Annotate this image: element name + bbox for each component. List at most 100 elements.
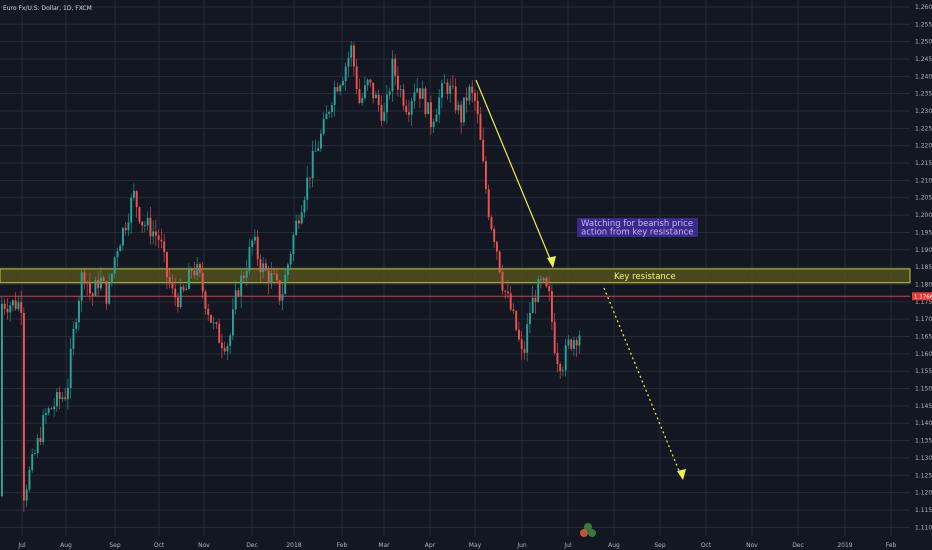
candle	[413, 83, 416, 109]
candle	[276, 269, 278, 284]
candle	[201, 261, 204, 299]
projection-arrow	[603, 287, 686, 480]
candle	[256, 229, 259, 267]
y-tick-label: 1.19000	[915, 247, 932, 254]
y-tick-label: 1.25000	[915, 39, 932, 46]
candle	[317, 140, 320, 152]
candle	[372, 82, 375, 104]
x-tick-label: Aug	[608, 542, 620, 549]
candle	[545, 276, 548, 288]
y-tick-label: 1.20500	[915, 195, 932, 202]
candle	[215, 321, 218, 329]
candle	[562, 366, 564, 377]
y-tick-label: 1.23000	[915, 108, 932, 115]
candle	[320, 129, 322, 152]
candle	[575, 337, 578, 358]
candle	[471, 79, 474, 103]
candle	[284, 268, 287, 295]
y-tick-label: 1.25500	[915, 21, 932, 28]
x-tick-label: Aug	[60, 542, 72, 549]
candle	[149, 206, 152, 245]
candle	[347, 51, 350, 78]
candle	[487, 184, 490, 221]
y-tick-label: 1.22000	[915, 143, 932, 150]
candle	[405, 99, 408, 116]
candle	[204, 289, 207, 315]
candle	[325, 105, 328, 120]
candle	[210, 314, 212, 324]
candle	[265, 258, 267, 272]
candle	[485, 155, 487, 194]
candle	[14, 292, 17, 311]
candle	[20, 290, 23, 325]
annotation-background	[577, 218, 698, 237]
candle	[493, 225, 496, 248]
resistance-zone-label: Key resistance	[614, 272, 676, 282]
candle	[177, 292, 179, 313]
candle	[259, 254, 262, 283]
candle	[45, 408, 47, 425]
candle	[185, 284, 188, 291]
candle	[375, 90, 377, 99]
y-tick-label: 1.13000	[915, 455, 932, 462]
candle	[157, 229, 160, 249]
candle	[240, 268, 243, 308]
candle	[386, 84, 388, 124]
current-price-label: 1.17660	[914, 294, 932, 300]
candle	[410, 97, 413, 127]
candle	[138, 206, 141, 224]
candle	[402, 83, 405, 111]
candle	[75, 318, 78, 334]
candle	[254, 229, 256, 245]
candle	[438, 88, 441, 124]
candle	[53, 398, 56, 417]
candle	[199, 261, 201, 277]
candle	[1, 296, 3, 498]
candle	[298, 214, 300, 230]
candle	[388, 87, 391, 100]
candle	[432, 118, 435, 133]
candle	[119, 243, 122, 252]
candle	[262, 257, 265, 279]
candle	[399, 85, 402, 98]
y-tick-label: 1.18000	[915, 281, 932, 288]
candle	[556, 343, 559, 373]
candle	[551, 284, 553, 331]
candle	[91, 292, 94, 306]
candle	[526, 313, 529, 362]
candle	[111, 273, 113, 287]
x-tick-label: Apr	[425, 542, 436, 549]
x-axis: Jul Aug Sep Oct Nov Dec 2018 Feb Mar Apr May Jun Jul…	[17, 542, 896, 549]
candle	[564, 338, 567, 377]
candle	[333, 80, 336, 117]
candle	[454, 78, 457, 114]
candle	[17, 296, 20, 312]
candle	[507, 280, 509, 299]
candle	[229, 332, 232, 354]
candle	[50, 407, 53, 410]
y-tick-label: 1.26000	[915, 4, 932, 11]
chart-title: Euro Fx/U.S. Dollar, 1D, FXCM	[3, 5, 92, 12]
candle	[226, 343, 229, 361]
candle	[553, 312, 556, 355]
candle	[155, 219, 157, 247]
y-tick-label: 1.14500	[915, 403, 932, 410]
candle	[449, 78, 452, 104]
candle	[380, 95, 383, 126]
x-tick-label: Feb	[886, 542, 897, 549]
resistance-zone	[0, 268, 911, 284]
candle	[463, 97, 465, 127]
x-tick-label: Nov	[198, 542, 210, 549]
candle	[446, 78, 449, 100]
candle	[78, 295, 80, 331]
x-tick-label: Jul	[563, 542, 572, 549]
y-tick-label: 1.21000	[915, 177, 932, 184]
x-tick-label: Dec	[246, 542, 258, 549]
candle	[534, 290, 537, 314]
candle	[490, 215, 493, 231]
candle	[47, 406, 50, 416]
candle	[501, 264, 504, 295]
candle	[416, 78, 419, 94]
candle	[364, 76, 366, 101]
